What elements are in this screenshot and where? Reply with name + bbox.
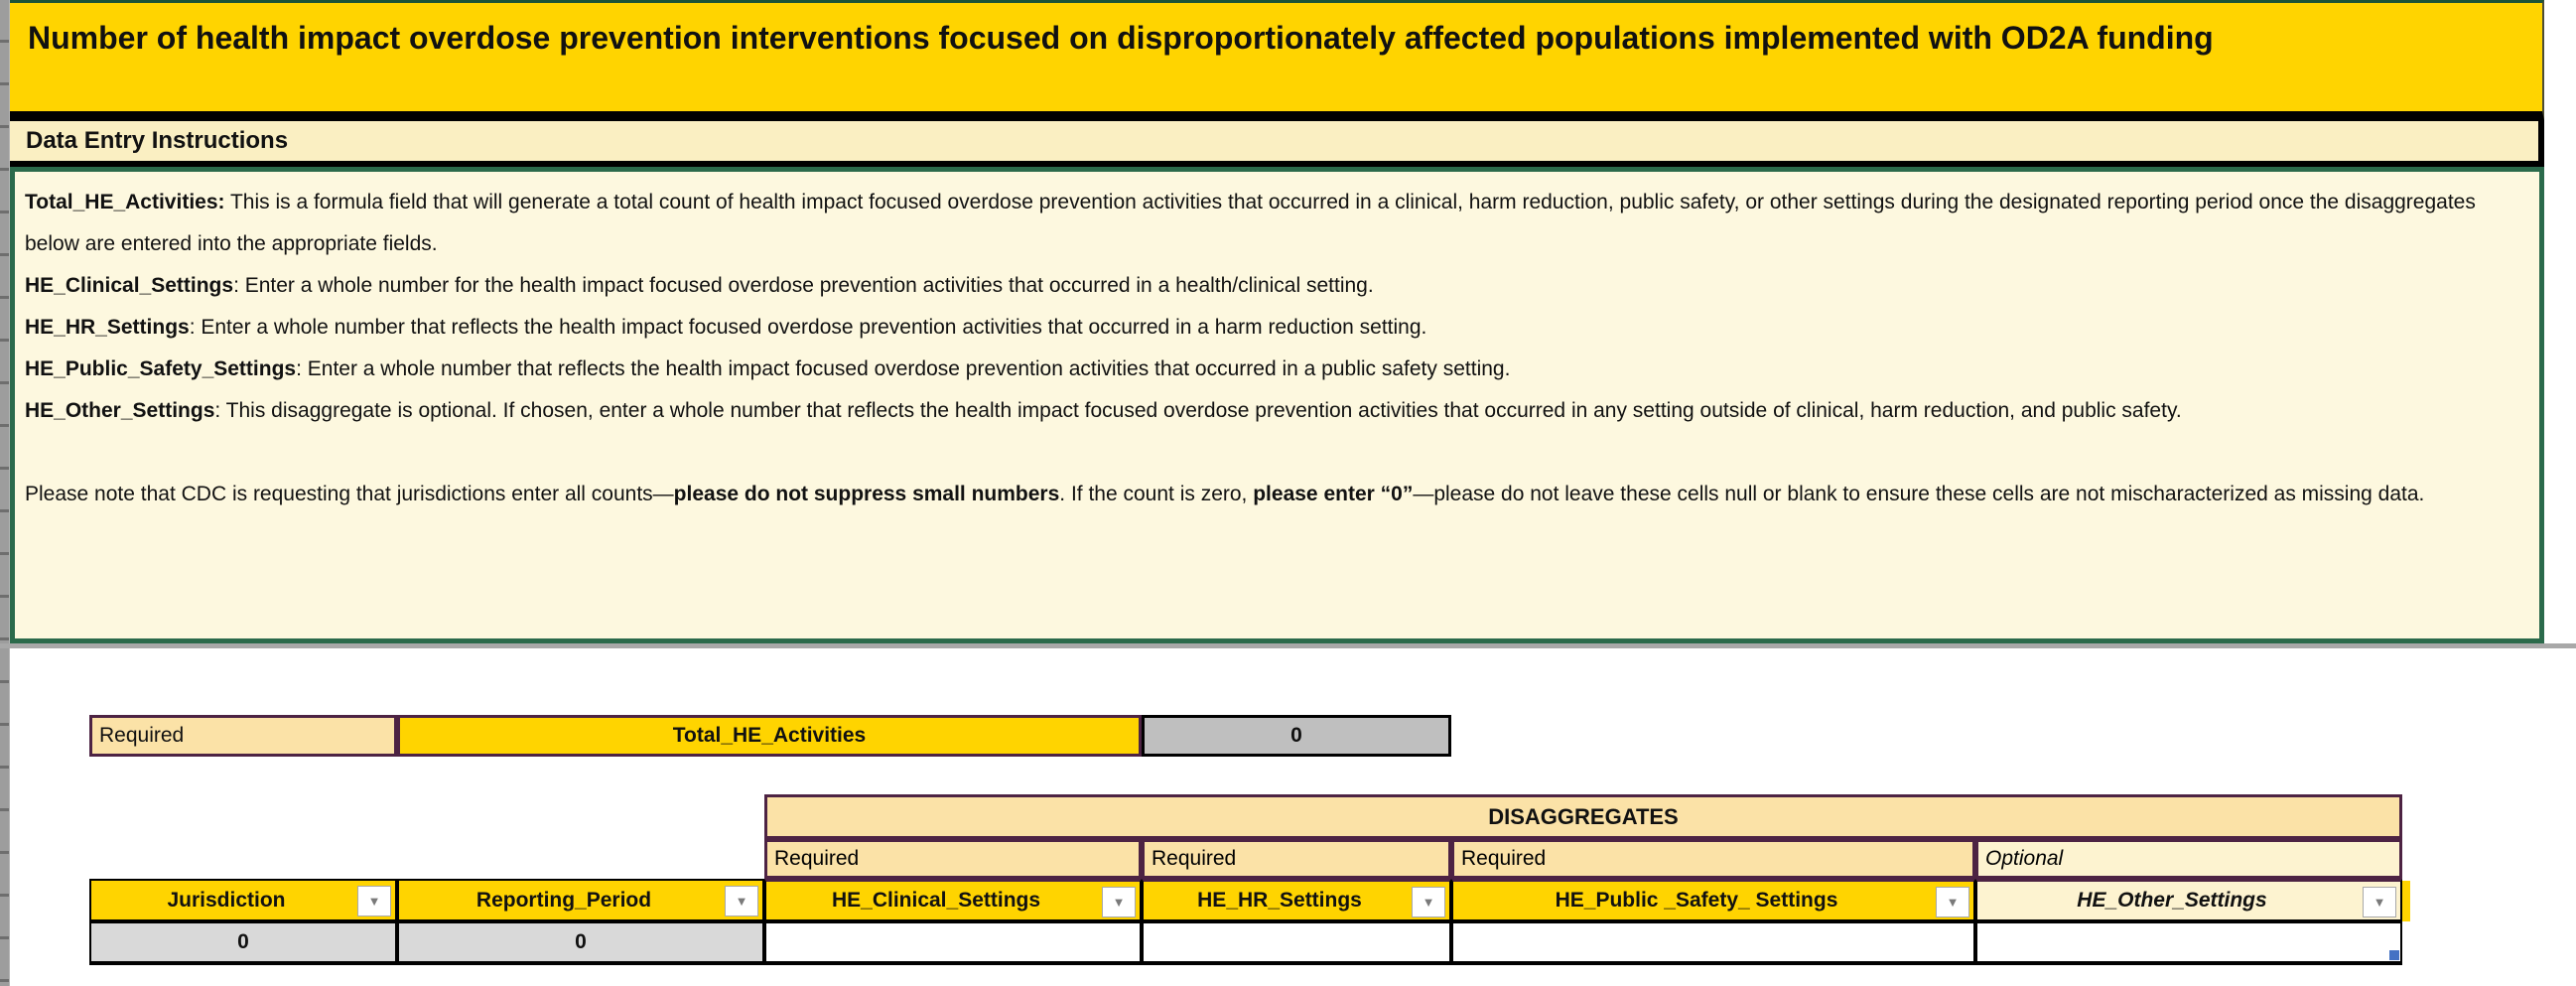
column-header-jurisdiction: Jurisdiction ▼ <box>89 879 397 921</box>
column-header-jurisdiction-label: Jurisdiction <box>167 888 286 912</box>
requirement-label-clinical: Required <box>764 839 1142 879</box>
cell-jurisdiction-value[interactable]: 0 <box>89 921 397 965</box>
filter-dropdown-icon: ▼ <box>1112 895 1126 910</box>
cell-reporting-period-value[interactable]: 0 <box>397 921 764 965</box>
disaggregates-banner: DISAGGREGATES <box>764 794 2402 839</box>
filter-dropdown-icon: ▼ <box>2373 895 2386 910</box>
instruction-spacer <box>25 432 2525 474</box>
requirement-label-other: Optional <box>1975 839 2402 879</box>
table-corner-handle[interactable] <box>2389 950 2399 960</box>
instruction-total-he: Total_HE_Activities: This is a formula f… <box>25 191 2476 255</box>
instruction-clinical: HE_Clinical_Settings: Enter a whole numb… <box>25 274 1374 297</box>
instructions-box: Total_HE_Activities: This is a formula f… <box>10 167 2544 643</box>
column-header-public-safety-label: HE_Public _Safety_ Settings <box>1555 889 1838 912</box>
filter-dropdown-icon: ▼ <box>367 894 381 909</box>
instructions-header-label: Data Entry Instructions <box>26 127 289 154</box>
filter-dropdown-icon: ▼ <box>735 894 748 909</box>
requirement-label-public-safety: Required <box>1451 839 1975 879</box>
column-header-public-safety: HE_Public _Safety_ Settings ▼ <box>1451 879 1975 921</box>
gridline-divider <box>0 643 2576 648</box>
instruction-other: HE_Other_Settings: This disaggregate is … <box>25 399 2182 422</box>
filter-button-clinical[interactable]: ▼ <box>1102 887 1136 917</box>
cell-clinical-value[interactable] <box>764 921 1142 965</box>
row-header-strip <box>0 0 10 986</box>
filter-dropdown-icon: ▼ <box>1946 895 1960 910</box>
filter-dropdown-icon: ▼ <box>1422 895 1435 910</box>
instruction-hr: HE_HR_Settings: Enter a whole number tha… <box>25 316 1427 339</box>
page-title: Number of health impact overdose prevent… <box>28 20 2214 56</box>
summary-total-value: 0 <box>1142 715 1451 757</box>
column-header-reporting-period-label: Reporting_Period <box>475 888 652 912</box>
cell-other-value[interactable] <box>1975 921 2402 965</box>
instruction-public-safety: HE_Public_Safety_Settings: Enter a whole… <box>25 357 1511 380</box>
column-header-hr-label: HE_HR_Settings <box>1197 889 1362 912</box>
cell-public-safety-value[interactable] <box>1451 921 1975 965</box>
filter-button-other[interactable]: ▼ <box>2363 887 2396 917</box>
column-header-other-label: HE_Other_Settings <box>2077 889 2267 912</box>
column-header-clinical-label: HE_Clinical_Settings <box>831 889 1041 912</box>
column-header-clinical: HE_Clinical_Settings ▼ <box>764 879 1142 921</box>
next-column-sliver <box>2402 881 2410 921</box>
metric-title-banner: Number of health impact overdose prevent… <box>10 0 2544 120</box>
requirement-label-hr: Required <box>1142 839 1451 879</box>
filter-button-hr[interactable]: ▼ <box>1412 887 1445 917</box>
cell-hr-value[interactable] <box>1142 921 1451 965</box>
filter-button-public-safety[interactable]: ▼ <box>1936 887 1969 917</box>
filter-button-reporting-period[interactable]: ▼ <box>725 886 758 916</box>
filter-button-jurisdiction[interactable]: ▼ <box>357 886 391 916</box>
summary-field-label: Total_HE_Activities <box>397 715 1142 757</box>
column-header-hr: HE_HR_Settings ▼ <box>1142 879 1451 921</box>
instruction-note: Please note that CDC is requesting that … <box>25 483 2425 505</box>
column-header-other: HE_Other_Settings ▼ <box>1975 879 2402 921</box>
column-header-reporting-period: Reporting_Period ▼ <box>397 879 764 921</box>
summary-required-label: Required <box>89 715 397 757</box>
instructions-header: Data Entry Instructions <box>10 120 2544 167</box>
